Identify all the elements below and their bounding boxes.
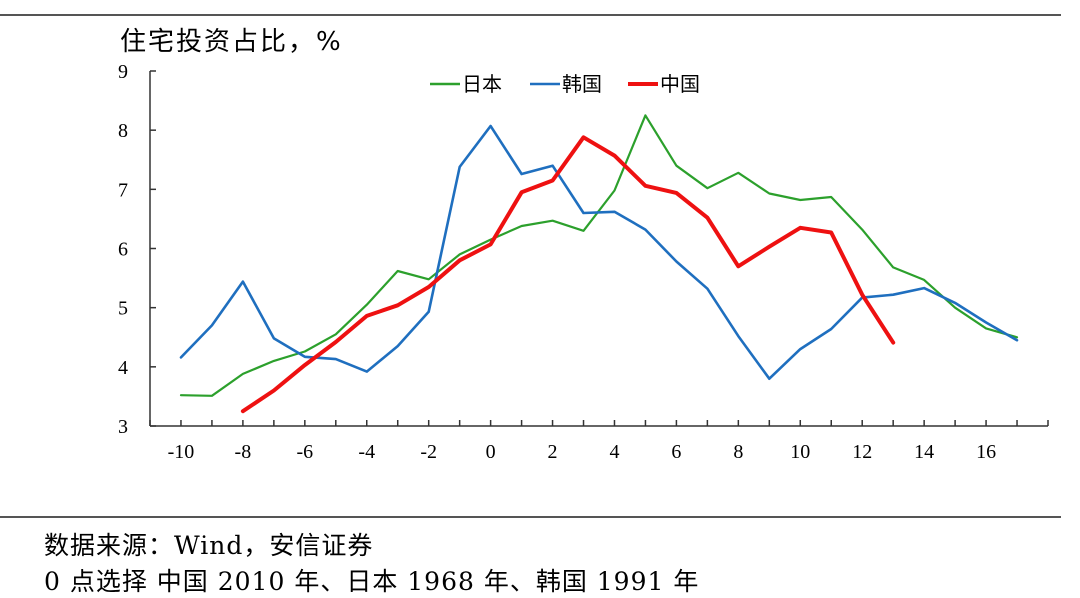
- y-tick-label: 4: [118, 357, 128, 379]
- x-tick-label: 6: [671, 441, 681, 463]
- x-tick-label: 12: [852, 441, 872, 463]
- x-tick-label: 14: [914, 441, 934, 463]
- x-tick-label: 2: [548, 441, 558, 463]
- y-axis-label: 住宅投资占比，%: [120, 27, 343, 57]
- x-tick-label: 8: [733, 441, 743, 463]
- x-tick-label: 10: [790, 441, 810, 463]
- x-tick-label: -2: [420, 441, 437, 463]
- x-tick-label: 0: [486, 441, 496, 463]
- series-line-0: [179, 114, 1019, 397]
- y-tick-label: 8: [118, 120, 128, 142]
- y-tick-label: 9: [118, 61, 128, 83]
- x-tick-label: -6: [296, 441, 313, 463]
- x-tick-label: -8: [235, 441, 252, 463]
- x-tick-label: 4: [609, 441, 619, 463]
- footnote: 0 点选择 中国 2010 年、日本 1968 年、韩国 1991 年: [44, 567, 700, 596]
- bottom-rule: [0, 516, 1061, 518]
- x-tick-label: -10: [168, 441, 195, 463]
- x-tick-label: 16: [976, 441, 996, 463]
- series-line-1: [179, 124, 1019, 381]
- x-tick-label: -4: [358, 441, 375, 463]
- y-tick-label: 7: [118, 179, 128, 201]
- series-line-2: [240, 135, 896, 414]
- top-rule: [0, 14, 1061, 16]
- legend-label: 中国: [660, 72, 700, 96]
- y-tick-label: 3: [118, 416, 128, 438]
- legend-label: 韩国: [562, 72, 602, 96]
- y-tick-label: 6: [118, 239, 128, 261]
- source-note: 数据来源：Wind，安信证券: [44, 531, 374, 560]
- y-tick-label: 5: [118, 298, 128, 320]
- legend-label: 日本: [462, 72, 502, 96]
